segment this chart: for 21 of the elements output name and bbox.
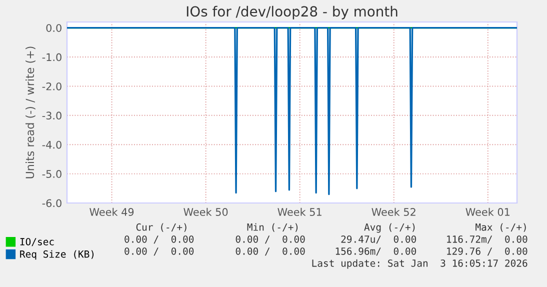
x-tick-label: Week 49 (90, 208, 134, 216)
y-tick-label: -1.0 (42, 53, 62, 62)
line-series (67, 27, 517, 196)
x-tick-label: Week 01 (466, 208, 510, 216)
legend-label: Req Size (KB) (20, 250, 94, 260)
x-tick-label: Week 50 (184, 208, 228, 216)
y-tick-label: 0.0 (46, 24, 62, 32)
y-tick-label: -3.0 (42, 112, 62, 120)
text: 0.00 / 0.00 0.00 / 0.00 29.47u/ 0.00 116.72m/ 0.00 (124, 235, 528, 244)
chart-title: IOs for /dev/loop28 - by month (186, 6, 398, 20)
y-tick-label: -2.0 (42, 82, 62, 90)
x-tick-label: Week 52 (372, 208, 416, 216)
y-tick-label: -5.0 (42, 170, 62, 178)
legend-label: IO/sec (20, 238, 54, 246)
y-tick-label: -4.0 (42, 140, 62, 149)
text: Last update: Sat Jan 3 16:05:17 2026 (312, 259, 528, 269)
text: 0.00 / 0.00 0.00 / 0.00 156.96m/ 0.00 129.76 / 0.00 (124, 247, 528, 256)
x-tick-label: Week 51 (278, 208, 322, 216)
text: Cur (-/+) Min (-/+) Avg (-/+) Max (-/+) (136, 223, 526, 233)
y-axis-title: Units read (-) / write (+) (26, 46, 36, 178)
y-tick-label: -6.0 (42, 199, 62, 208)
